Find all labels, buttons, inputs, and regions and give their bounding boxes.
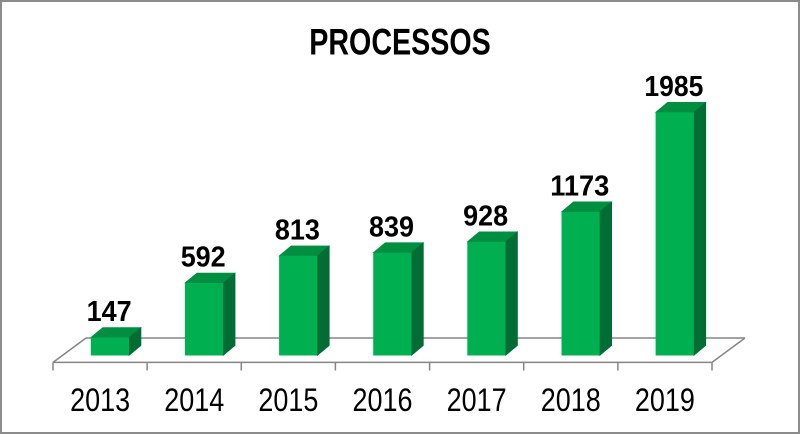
svg-text:147: 147 bbox=[87, 296, 132, 328]
svg-text:2018: 2018 bbox=[541, 382, 601, 418]
svg-text:2019: 2019 bbox=[635, 382, 695, 418]
svg-text:2014: 2014 bbox=[164, 382, 224, 418]
svg-text:1985: 1985 bbox=[644, 71, 703, 103]
svg-text:2013: 2013 bbox=[70, 382, 130, 418]
svg-text:839: 839 bbox=[369, 211, 414, 243]
svg-text:2016: 2016 bbox=[353, 382, 413, 418]
svg-text:592: 592 bbox=[181, 242, 226, 274]
svg-text:PROCESSOS: PROCESSOS bbox=[309, 21, 491, 62]
svg-text:813: 813 bbox=[275, 215, 320, 247]
svg-text:928: 928 bbox=[463, 200, 508, 232]
svg-text:2015: 2015 bbox=[258, 382, 318, 418]
svg-text:1173: 1173 bbox=[550, 170, 609, 202]
svg-text:2017: 2017 bbox=[447, 382, 507, 418]
